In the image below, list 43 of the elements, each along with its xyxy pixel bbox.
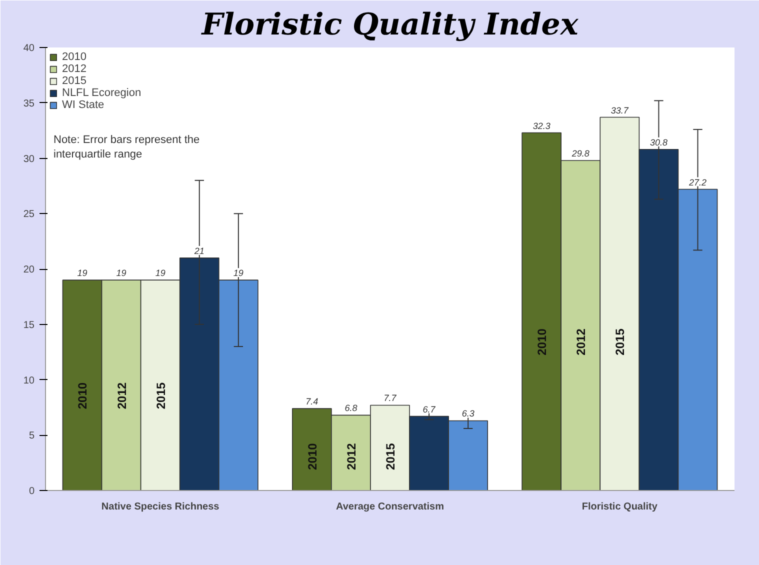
- y-tick-label: 40: [23, 43, 35, 54]
- data-label: 19: [233, 268, 244, 278]
- data-label: 6.8: [344, 403, 358, 414]
- annotation: Note: Error bars represent the interquartile range: [54, 134, 200, 160]
- y-tick-label: 0: [28, 486, 35, 497]
- y-tick-label: 10: [23, 375, 35, 386]
- annotation: 2012: [574, 328, 588, 356]
- annotation: 2015: [154, 382, 168, 410]
- y-tick-label: 35: [23, 98, 35, 110]
- data-label: 27.2: [688, 177, 707, 188]
- annotation: 2010: [305, 442, 320, 470]
- annotation: 2010: [535, 328, 550, 356]
- legend-label: 2012: [62, 63, 86, 75]
- annotation: 2015: [613, 328, 628, 356]
- legend-label: WI State: [62, 99, 104, 111]
- data-label: 19: [77, 268, 88, 278]
- data-label: 19: [155, 268, 166, 278]
- data-label: 33.7: [610, 105, 630, 116]
- data-label: 19: [116, 268, 126, 278]
- chart-title: Floristic Quality Index: [200, 8, 580, 42]
- annotation: 2012: [114, 382, 129, 410]
- x-tick-label: Native Species Richness: [101, 502, 220, 512]
- y-tick-label: 20: [23, 264, 35, 276]
- annotation: 2012: [344, 442, 358, 470]
- legend-label: 2010: [62, 51, 86, 63]
- data-label: 21: [193, 246, 204, 256]
- data-label: 29.8: [570, 148, 590, 158]
- annotation: 2010: [76, 382, 90, 410]
- data-label: 6.3: [462, 408, 474, 419]
- y-tick-label: 30: [23, 154, 35, 165]
- x-tick-label: Average Conservatism: [336, 502, 444, 512]
- data-label: 6.7: [422, 404, 436, 414]
- y-tick-label: 15: [23, 320, 35, 331]
- y-tick-label: 25: [23, 209, 35, 220]
- y-tick-label: 5: [28, 430, 35, 442]
- annotation: 2015: [384, 442, 398, 470]
- data-label: 7.4: [306, 396, 318, 407]
- data-label: 32.3: [532, 120, 550, 131]
- data-label: 7.7: [384, 393, 398, 404]
- legend-label: NLFL Ecoregion: [62, 87, 142, 99]
- legend-label: 2015: [62, 75, 86, 87]
- data-label: 30.8: [650, 137, 668, 148]
- x-tick-label: Floristic Quality: [582, 502, 658, 512]
